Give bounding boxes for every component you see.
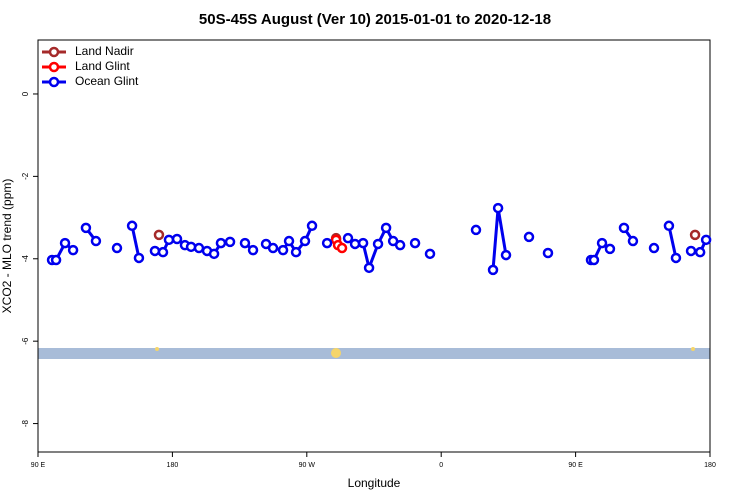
point <box>670 252 682 264</box>
point <box>283 235 295 247</box>
point <box>290 246 302 258</box>
series-line <box>667 225 678 259</box>
point <box>90 235 102 247</box>
point <box>149 245 161 257</box>
point <box>267 242 279 254</box>
point <box>380 222 392 234</box>
point <box>523 231 535 243</box>
band-dot <box>691 347 695 351</box>
point <box>80 222 92 234</box>
land-band <box>38 348 710 359</box>
legend-swatch <box>48 76 60 88</box>
y-tick-label: -2 <box>21 172 30 180</box>
point <box>133 252 145 264</box>
legend-swatch <box>48 61 60 73</box>
point <box>277 244 289 256</box>
y-tick-label: -6 <box>21 337 30 345</box>
point <box>299 235 311 247</box>
point <box>126 220 138 232</box>
point <box>306 220 318 232</box>
x-tick-label: 180 <box>704 462 716 469</box>
point <box>363 262 375 274</box>
point <box>627 235 639 247</box>
point <box>372 238 384 250</box>
band-dot <box>155 347 159 351</box>
point <box>336 242 348 254</box>
point <box>215 237 227 249</box>
point <box>224 236 236 248</box>
y-tick-label: -8 <box>21 419 30 427</box>
point <box>163 234 175 246</box>
y-tick-label: -4 <box>21 255 30 263</box>
y-tick-label: 0 <box>21 91 30 96</box>
point <box>247 244 259 256</box>
point <box>648 242 660 254</box>
series-line <box>491 207 508 271</box>
point <box>349 238 361 250</box>
point <box>239 237 251 249</box>
point <box>342 232 354 244</box>
point <box>409 237 421 249</box>
legend-swatch <box>48 46 60 58</box>
y-axis-label: XCO2 - MLO trend (ppm) <box>0 179 14 314</box>
legend-label: Land Nadir <box>75 44 134 58</box>
point <box>487 264 499 276</box>
x-axis-label: Longitude <box>348 476 401 490</box>
point <box>321 237 333 249</box>
point <box>357 237 369 249</box>
band-dot <box>331 348 341 358</box>
point <box>193 242 205 254</box>
point <box>689 229 701 241</box>
x-tick-label: 90 E <box>31 462 46 469</box>
legend-label: Land Glint <box>75 59 130 73</box>
point <box>604 243 616 255</box>
point <box>596 237 608 249</box>
point <box>208 248 220 260</box>
legend-label: Ocean Glint <box>75 74 139 88</box>
point <box>153 229 165 241</box>
point <box>542 247 554 259</box>
x-tick-label: 0 <box>439 462 443 469</box>
point <box>694 246 706 258</box>
chart-title: 50S-45S August (Ver 10) 2015-01-01 to 20… <box>199 11 551 28</box>
x-tick-label: 180 <box>167 462 179 469</box>
point <box>470 224 482 236</box>
point <box>67 244 79 256</box>
point <box>111 242 123 254</box>
point <box>700 234 712 246</box>
point <box>394 239 406 251</box>
point <box>685 245 697 257</box>
plot-frame <box>37 39 711 453</box>
point <box>588 254 600 266</box>
point <box>50 254 62 266</box>
point <box>157 246 169 258</box>
point <box>492 202 504 214</box>
x-tick-label: 90 W <box>299 462 316 469</box>
point <box>185 241 197 253</box>
point <box>500 249 512 261</box>
x-tick-label: 90 E <box>568 462 583 469</box>
point <box>424 248 436 260</box>
point <box>663 220 675 232</box>
series-line <box>130 225 141 259</box>
point <box>171 233 183 245</box>
point <box>59 237 71 249</box>
point <box>618 222 630 234</box>
